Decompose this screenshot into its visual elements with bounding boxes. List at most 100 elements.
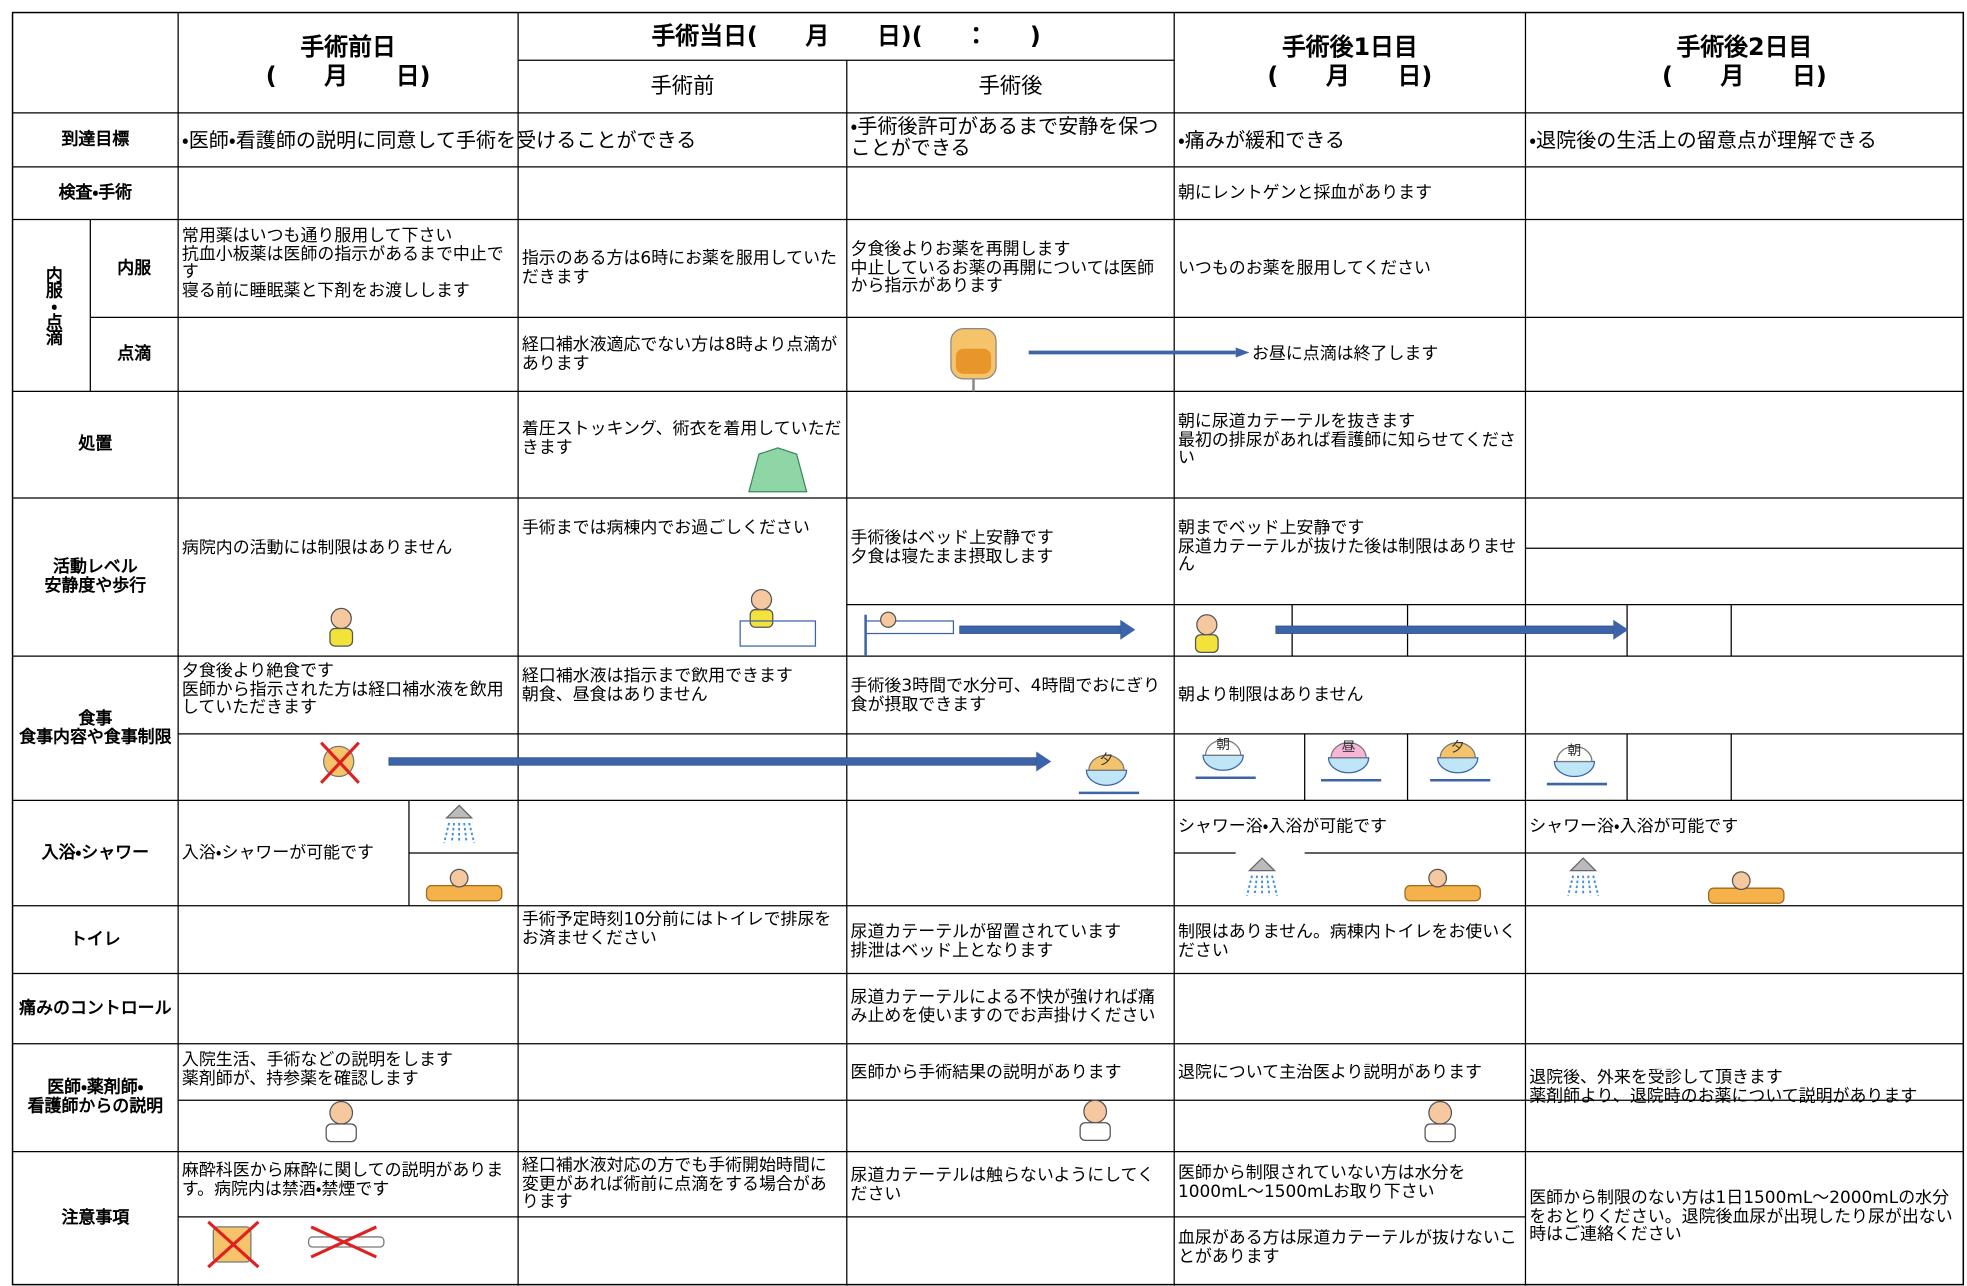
- meal-time-label: 昼: [1342, 739, 1356, 755]
- text-line: 朝までベッド上安静です: [1177, 519, 1365, 539]
- bowl-icon: [1553, 760, 1596, 778]
- doctor-head: [329, 1100, 354, 1125]
- cell-text: ・医師・看護師の説明に同意して手術を受けることができる: [181, 127, 697, 152]
- water-drop: [468, 822, 476, 844]
- cell-text: 手術後はベッド上安静です 夕食は寝たまま摂取します: [847, 529, 1174, 579]
- text-line: 朝に尿道カテーテルを抜きます: [1177, 412, 1416, 432]
- cell-text: 経口補水液適応でない方は8時より点滴があります: [521, 334, 838, 374]
- text-line: 活動レベル: [53, 557, 138, 578]
- row-label: 入浴・シャワー: [41, 842, 150, 863]
- text-line: 夕食は寝たまま摂取します: [850, 546, 1054, 567]
- patient-head: [880, 611, 897, 628]
- cell-text: 手術予定時刻10分前にはトイレで排尿をお済ませください: [521, 910, 832, 948]
- cell-text: 朝に尿道カテーテルを抜きます 最初の排尿があれば看護師に知らせてください: [1174, 413, 1525, 488]
- text-line: 中止しているお薬の再開については医師から指示があります: [850, 258, 1155, 297]
- table-border: [11, 11, 1965, 1286]
- cell-text: 医師から制限されていない方は水分を1000mL～1500mLお取り下さい: [1177, 1164, 1466, 1202]
- water-drop: [443, 822, 451, 844]
- cell-text: 着圧ストッキング、術衣を着用していただきます: [521, 420, 842, 458]
- text-line: 夕食後よりお薬を再開します: [850, 239, 1071, 260]
- person-head: [330, 607, 352, 630]
- text-line: 常用薬はいつも通り服用して下さい: [181, 227, 453, 246]
- person-body: [1194, 634, 1219, 653]
- person-body: [329, 627, 354, 647]
- text-line: 寝る前に睡眠薬と下剤をお渡しします: [181, 280, 470, 301]
- text-line: 入院生活、手術などの説明をします: [181, 1051, 453, 1071]
- bather-head: [1428, 868, 1448, 888]
- bather-head: [449, 868, 469, 888]
- cell-text: 尿道カテーテルは触らないようにしてください: [850, 1166, 1155, 1204]
- cross-mark: [320, 741, 360, 784]
- row-label: トイレ: [69, 929, 121, 950]
- arrow-shaft: [959, 625, 1121, 634]
- text-line: 夕食後より絶食です: [181, 662, 334, 682]
- cell-text: 退院について主治医より説明があります: [1177, 1063, 1482, 1083]
- water-drop: [1592, 875, 1600, 896]
- cell-text: 尿道カテーテルによる不快が強ければ痛み止めを使いますのでお声掛けください: [850, 988, 1156, 1026]
- column-header: 手術前日( 月 日): [178, 13, 518, 113]
- person-body: [749, 609, 774, 628]
- text-line: 手術後はベッド上安静です: [850, 529, 1054, 549]
- row-label: 処置: [78, 434, 113, 455]
- row-label: 医師・薬剤師・ 看護師からの説明: [13, 1044, 179, 1152]
- cell-text: 指示のある方は6時にお薬を服用していただきます: [521, 248, 837, 288]
- water-drop: [1246, 875, 1253, 896]
- cell-text: 経口補水液は指示まで飲用できます 朝食、昼食はありません: [518, 667, 847, 717]
- cell-text: 病院内の活動には制限はありません: [181, 539, 453, 559]
- doctor-body: [1424, 1123, 1456, 1143]
- cell-text: 朝より制限はありません: [1177, 686, 1364, 706]
- cell-text: ・退院後の生活上の留意点が理解できる: [1529, 127, 1877, 152]
- meal-time-label: 朝: [1567, 743, 1581, 759]
- shower-head-icon: [445, 804, 474, 819]
- meal-time-label: 朝: [1216, 737, 1230, 753]
- cell-text: 入院生活、手術などの説明をします 薬剤師が、持参薬を確認します: [178, 1051, 518, 1101]
- water-drop: [463, 822, 468, 844]
- bed-icon: [864, 620, 955, 635]
- cell-text: 経口補水液対応の方でも手術開始時間に変更があれば術前に点滴をする場合があります: [521, 1156, 827, 1213]
- cell-text: 手術後3時間で水分可、4時間でおにぎり食が摂取できます: [850, 677, 1161, 715]
- row-label: 食事 食事内容や食事制限: [13, 656, 179, 800]
- text-line: 排泄はベッド上となります: [850, 940, 1054, 961]
- person-head: [750, 588, 773, 611]
- text-line: 尿道カテーテルが抜けた後は制限はありません: [1177, 536, 1517, 575]
- arrow-head: [1613, 619, 1629, 640]
- column-header: 手術後: [978, 73, 1043, 99]
- text-line: 手術後2日目: [1676, 34, 1813, 62]
- meal-time-label: 夕: [1451, 739, 1465, 755]
- water-drop: [1253, 875, 1258, 896]
- water-drop: [1574, 875, 1580, 896]
- column-header: 手術後1日目( 月 日): [1174, 13, 1525, 113]
- arrow-shaft: [1275, 625, 1614, 634]
- column-header: 手術前: [650, 73, 715, 99]
- cell-text: 医師から制限のない方は1日1500mL～2000mLの水分をおとりください。退院…: [1529, 1189, 1953, 1245]
- cell-text: 制限はありません。病棟内トイレをお使いください: [1177, 923, 1517, 961]
- text-line: 食事: [78, 708, 113, 729]
- shower-head-icon: [1569, 857, 1598, 872]
- text-line: 手術前日: [300, 34, 396, 62]
- row-label: 活動レベル 安静度や歩行: [13, 498, 179, 656]
- cell-text: ・痛みが緩和できる: [1177, 127, 1345, 152]
- bowl-lid: [1330, 742, 1367, 759]
- bowl-icon: [1327, 757, 1370, 774]
- bathtub-icon: [1404, 885, 1481, 902]
- stool-icon: [739, 620, 817, 647]
- column-header: 手術当日( 月 日)( ： ): [651, 22, 1041, 50]
- bowl-icon: [1437, 757, 1479, 774]
- cross-mark: [207, 1220, 260, 1269]
- text-line: 抗血小板薬は医師の指示があるまで中止です: [181, 244, 504, 283]
- bathtub-icon: [425, 885, 503, 902]
- gown-icon: [748, 447, 808, 493]
- text-line: 退院後、外来を受診して頂きます: [1529, 1068, 1783, 1088]
- text-line: 最初の排尿があれば看護師に知らせてください: [1177, 429, 1516, 469]
- iv-bag-liquid: [955, 348, 992, 374]
- arrow-head: [1120, 619, 1136, 640]
- cell-text: 夕食後よりお薬を再開します 中止しているお薬の再開については医師から指示があります: [847, 220, 1174, 318]
- cell-text: 血尿がある方は尿道カテーテルが抜けないことがあります: [1177, 1229, 1517, 1267]
- cell-text: 夕食後より絶食です 医師から指示された方は経口補水液を飲用していただきます: [178, 662, 518, 732]
- bowl-lid: [1088, 754, 1125, 771]
- row-label: 到達目標: [61, 129, 130, 150]
- text-line: 手術後1日目: [1281, 34, 1418, 62]
- text-line: 医師・薬剤師・: [47, 1078, 144, 1099]
- water-drop: [1271, 875, 1278, 896]
